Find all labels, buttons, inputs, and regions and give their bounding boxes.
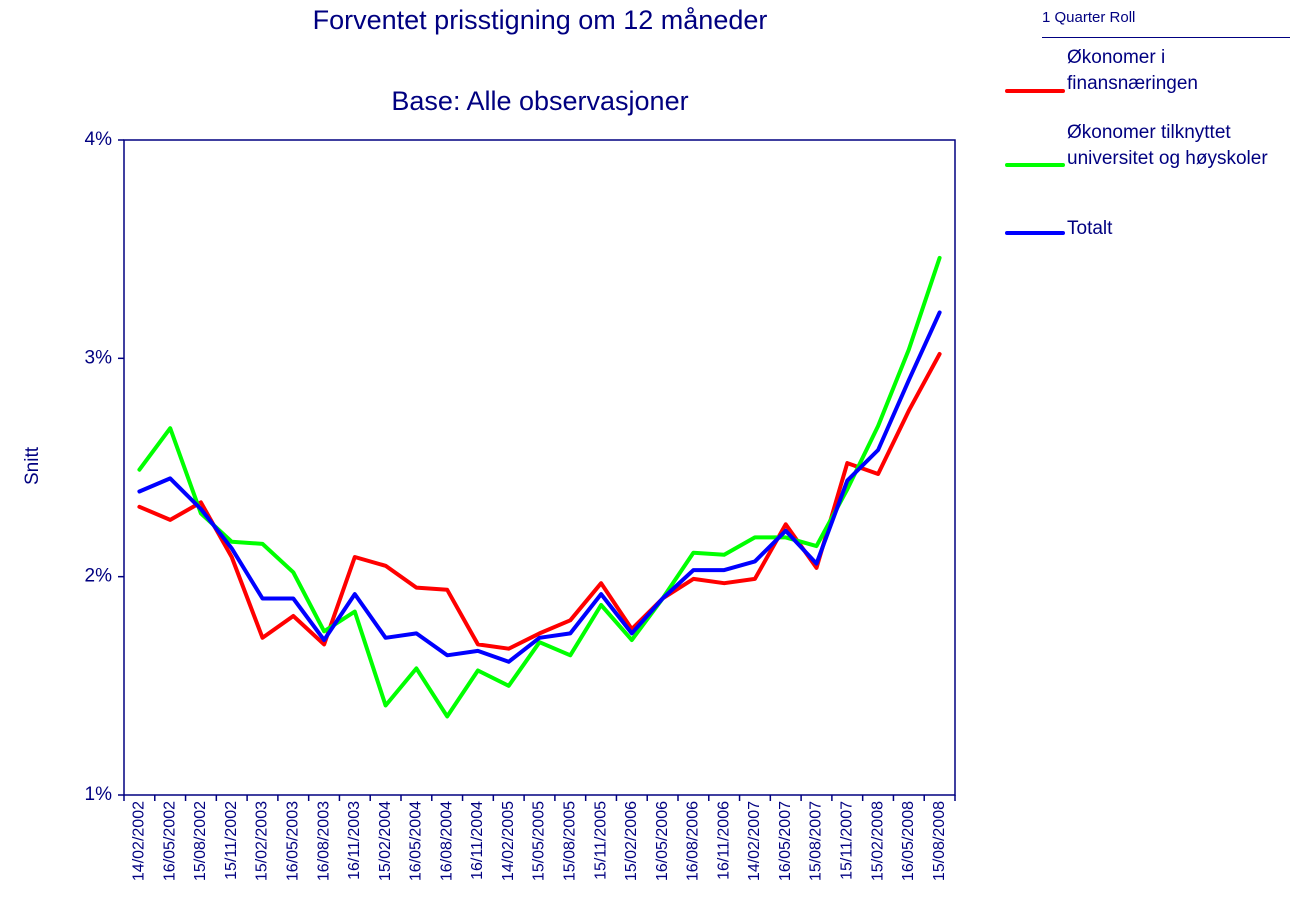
x-tick-label: 16/05/2002 [161, 801, 178, 881]
legend-label: Totalt [1067, 218, 1113, 239]
chart-subtitle: Base: Alle observasjoner [391, 86, 688, 116]
x-tick-label: 16/05/2008 [900, 801, 917, 881]
legend-swatch [1005, 89, 1065, 93]
x-tick-label: 15/08/2007 [808, 801, 825, 881]
legend-separator [1042, 37, 1290, 38]
y-tick-label: 3% [85, 347, 113, 368]
chart-title: Forventet prisstigning om 12 måneder [313, 5, 768, 35]
series-line [137, 310, 942, 664]
x-tick-label: 16/08/2003 [315, 801, 332, 881]
x-tick-label: 16/11/2004 [469, 801, 486, 880]
x-tick-label: 15/11/2007 [838, 801, 855, 880]
x-tick-label: 16/05/2007 [777, 801, 794, 881]
legend-swatch [1005, 163, 1065, 167]
x-tick-label: 15/02/2003 [254, 801, 271, 881]
x-tick-label: 14/02/2002 [131, 801, 148, 881]
series-line [137, 352, 942, 651]
x-tick-label: 16/08/2006 [685, 801, 702, 881]
x-tick-label: 15/05/2005 [531, 801, 548, 881]
x-tick-label: 15/08/2008 [931, 801, 948, 881]
x-tick-label: 15/02/2008 [869, 801, 886, 881]
x-tick-label: 16/05/2003 [284, 801, 301, 881]
series-line [137, 255, 942, 719]
x-tick-label: 16/05/2004 [408, 801, 425, 881]
legend-swatch [1005, 231, 1065, 235]
x-tick-label: 15/08/2002 [192, 801, 209, 881]
x-tick-label: 15/02/2006 [623, 801, 640, 881]
y-tick-label: 4% [85, 129, 113, 150]
legend-title: 1 Quarter Roll [1042, 9, 1136, 26]
x-tick-label: 15/11/2005 [592, 801, 609, 880]
legend-label: Økonomer i finansnæringen [1067, 47, 1198, 94]
x-tick-label: 16/05/2006 [654, 801, 671, 881]
y-tick-label: 1% [85, 784, 113, 805]
plot-frame [123, 139, 956, 796]
y-tick-label: 2% [85, 566, 113, 587]
y-axis-label: Snitt [22, 446, 43, 485]
legend-label: Økonomer tilknyttet universitet og høysk… [1067, 122, 1268, 169]
x-tick-label: 15/08/2005 [561, 801, 578, 881]
x-tick-label: 15/02/2004 [377, 801, 394, 881]
x-tick-label: 16/11/2006 [715, 801, 732, 880]
x-tick-label: 14/02/2005 [500, 801, 517, 881]
x-tick-label: 14/02/2007 [746, 801, 763, 881]
x-tick-label: 15/11/2002 [223, 801, 240, 880]
x-tick-label: 16/11/2003 [346, 801, 363, 880]
x-tick-label: 16/08/2004 [438, 801, 455, 881]
